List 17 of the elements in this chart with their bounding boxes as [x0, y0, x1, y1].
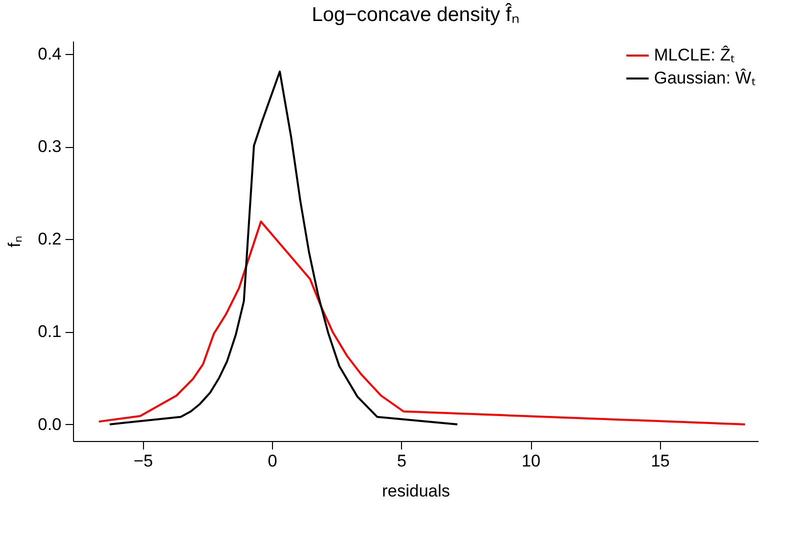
line-series: [108, 70, 458, 426]
x-tick-label: 10: [522, 452, 540, 470]
legend-label: MLCLE: Ẑₜ: [654, 46, 735, 64]
x-tick-label: 5: [397, 452, 407, 470]
line-series: [98, 220, 746, 426]
x-tick-label: −5: [134, 452, 153, 470]
y-tick-label: 0.0: [38, 414, 62, 434]
x-tick-label: 15: [650, 452, 670, 470]
y-tick-label: 0.1: [38, 322, 62, 342]
x-tick-label: 0: [268, 452, 278, 470]
y-tick-label: 0.4: [38, 44, 62, 64]
y-axis-title: fₙ: [4, 236, 24, 248]
x-axis-title: residuals: [382, 482, 450, 500]
y-tick-label: 0.2: [38, 230, 62, 249]
chart-title: Log−concave density f̂ₙ: [312, 2, 520, 26]
legend-label: Gaussian: Ŵₜ: [654, 68, 756, 88]
y-tick-label: 0.3: [38, 137, 62, 156]
